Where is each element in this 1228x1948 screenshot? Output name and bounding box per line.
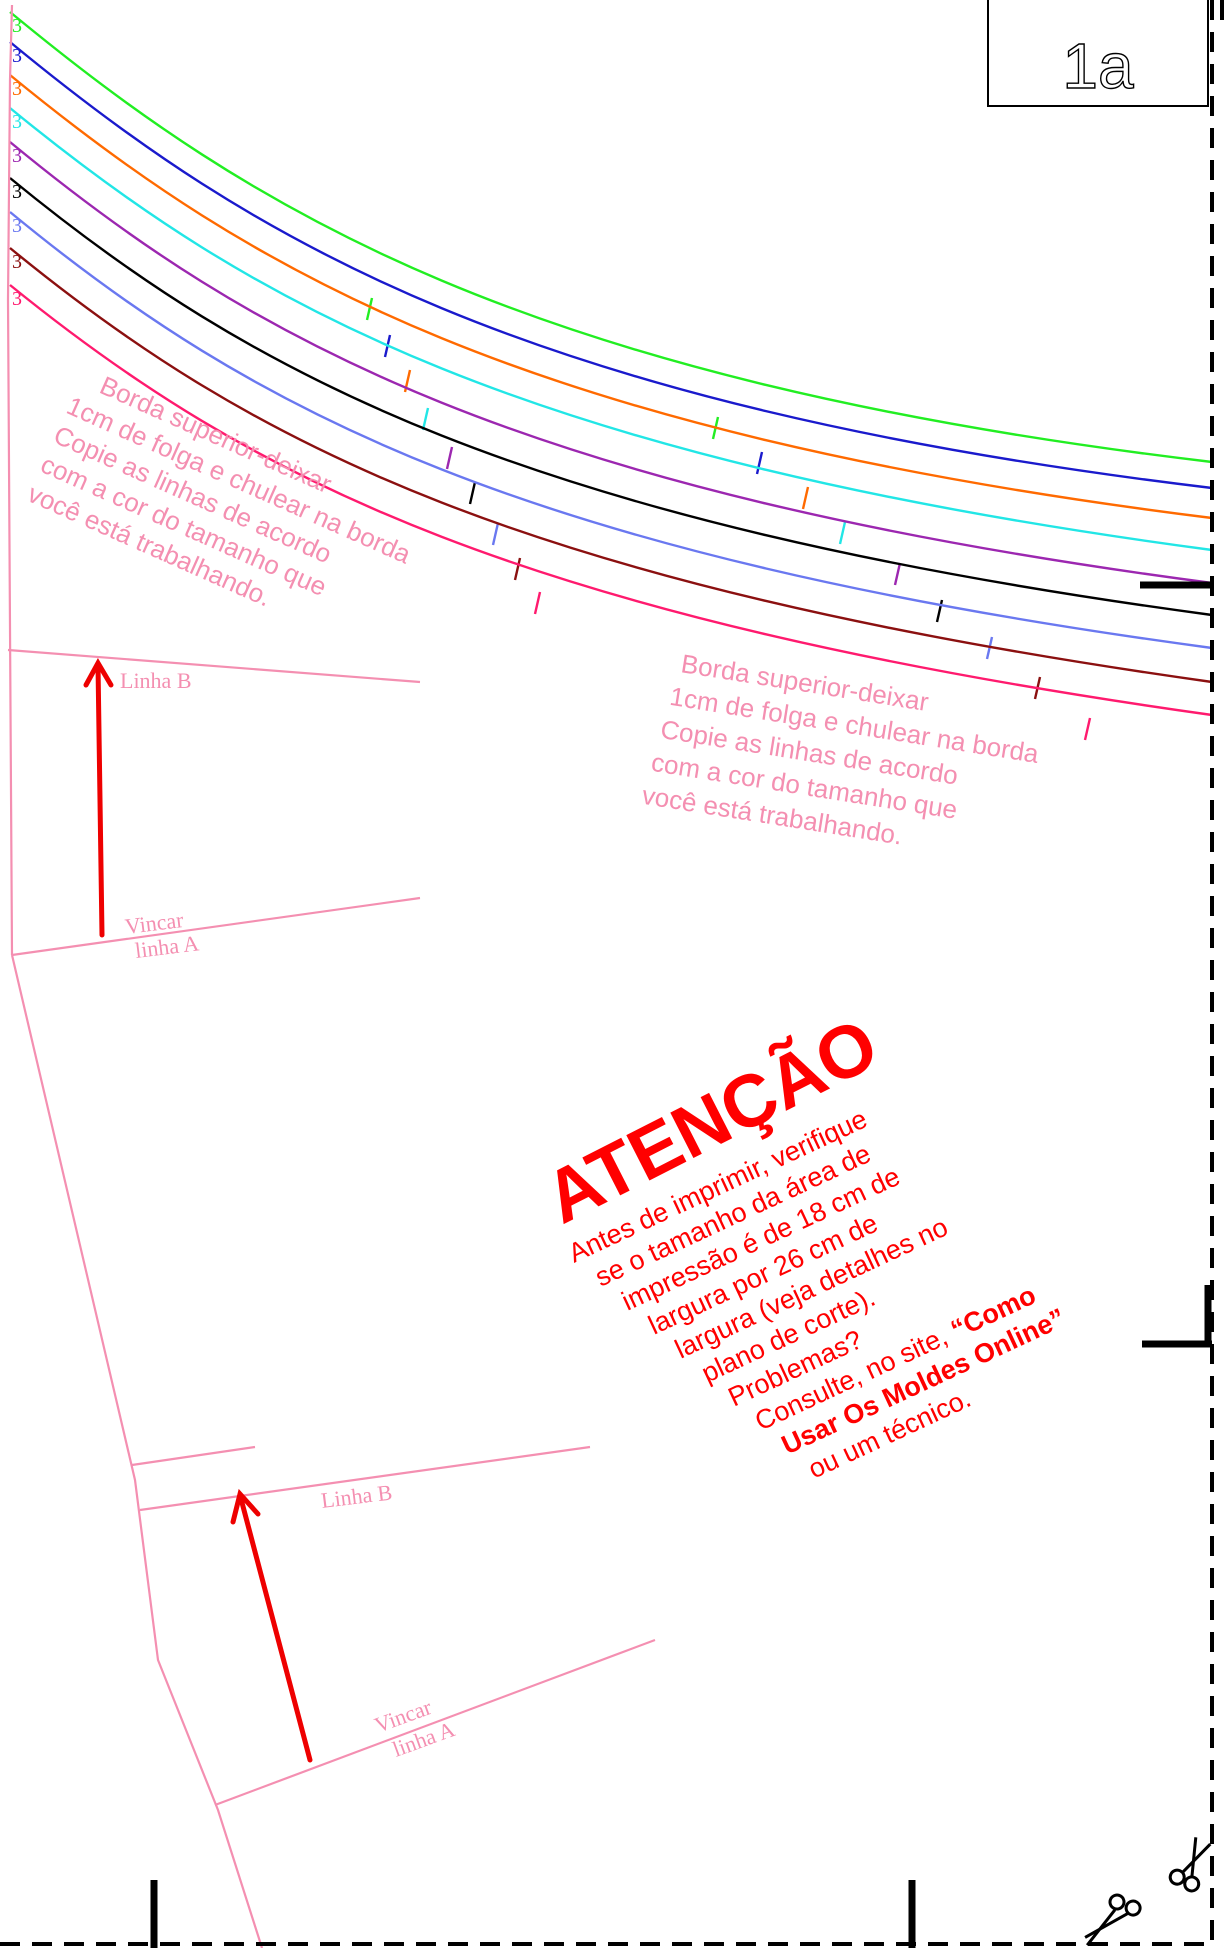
- upper-line-b-label: Linha B: [120, 668, 192, 693]
- lower-arrow: [230, 1488, 313, 1763]
- size-notch: [491, 522, 500, 546]
- size-notch: [365, 297, 374, 321]
- size-number: 3: [12, 215, 22, 237]
- size-notch: [935, 599, 944, 623]
- size-number: 3: [12, 111, 22, 133]
- piece-id-box: 1a: [987, 0, 1209, 107]
- size-notch: [838, 521, 847, 545]
- size-number: 3: [12, 288, 22, 310]
- size-line: [9, 74, 1213, 520]
- alignment-marks: [150, 581, 1212, 1948]
- size-notch: [468, 481, 477, 505]
- size-number: 3: [12, 181, 22, 203]
- align-mark-right-lower: [1142, 1285, 1212, 1348]
- size-number: 3: [12, 45, 22, 67]
- scissors-icon: [1084, 1893, 1142, 1947]
- size-number: 3: [12, 251, 22, 273]
- size-line: [9, 284, 1213, 717]
- upper-arrow: [83, 657, 114, 938]
- size-number: 3: [12, 145, 22, 167]
- upper-line-b: [7, 648, 421, 684]
- lower-line-a: [214, 1638, 656, 1807]
- lower-stub-line: [131, 1445, 256, 1467]
- size-line: [9, 141, 1213, 585]
- upper-line-a: [11, 896, 421, 957]
- size-line: [9, 247, 1213, 684]
- outline-lower-edge: [10, 954, 264, 1948]
- size-notch: [801, 486, 810, 510]
- size-line: [9, 11, 1213, 464]
- lower-line-b: [139, 1445, 591, 1512]
- pattern-outline: [6, 4, 656, 1948]
- size-line: [9, 41, 1213, 490]
- size-line: [9, 211, 1213, 650]
- size-lines-group: 3 3 3 3 3 3 3 3 3: [9, 11, 1213, 741]
- size-line: [9, 107, 1213, 552]
- scissors-icon: [1168, 1837, 1212, 1893]
- lower-line-b-label: Linha B: [320, 1479, 394, 1513]
- fold-arrows: [83, 657, 313, 1763]
- size-notch: [893, 562, 902, 586]
- size-number: 3: [12, 15, 22, 37]
- size-notch: [1083, 717, 1092, 741]
- size-notch: [445, 446, 454, 470]
- outline-left-edge: [6, 4, 14, 956]
- piece-id-label: 1a: [1062, 30, 1134, 102]
- size-notch: [513, 557, 522, 581]
- size-notch: [533, 591, 542, 615]
- size-notch: [421, 407, 430, 431]
- size-number: 3: [12, 78, 22, 100]
- size-line: [9, 177, 1213, 617]
- size-notch: [755, 451, 764, 475]
